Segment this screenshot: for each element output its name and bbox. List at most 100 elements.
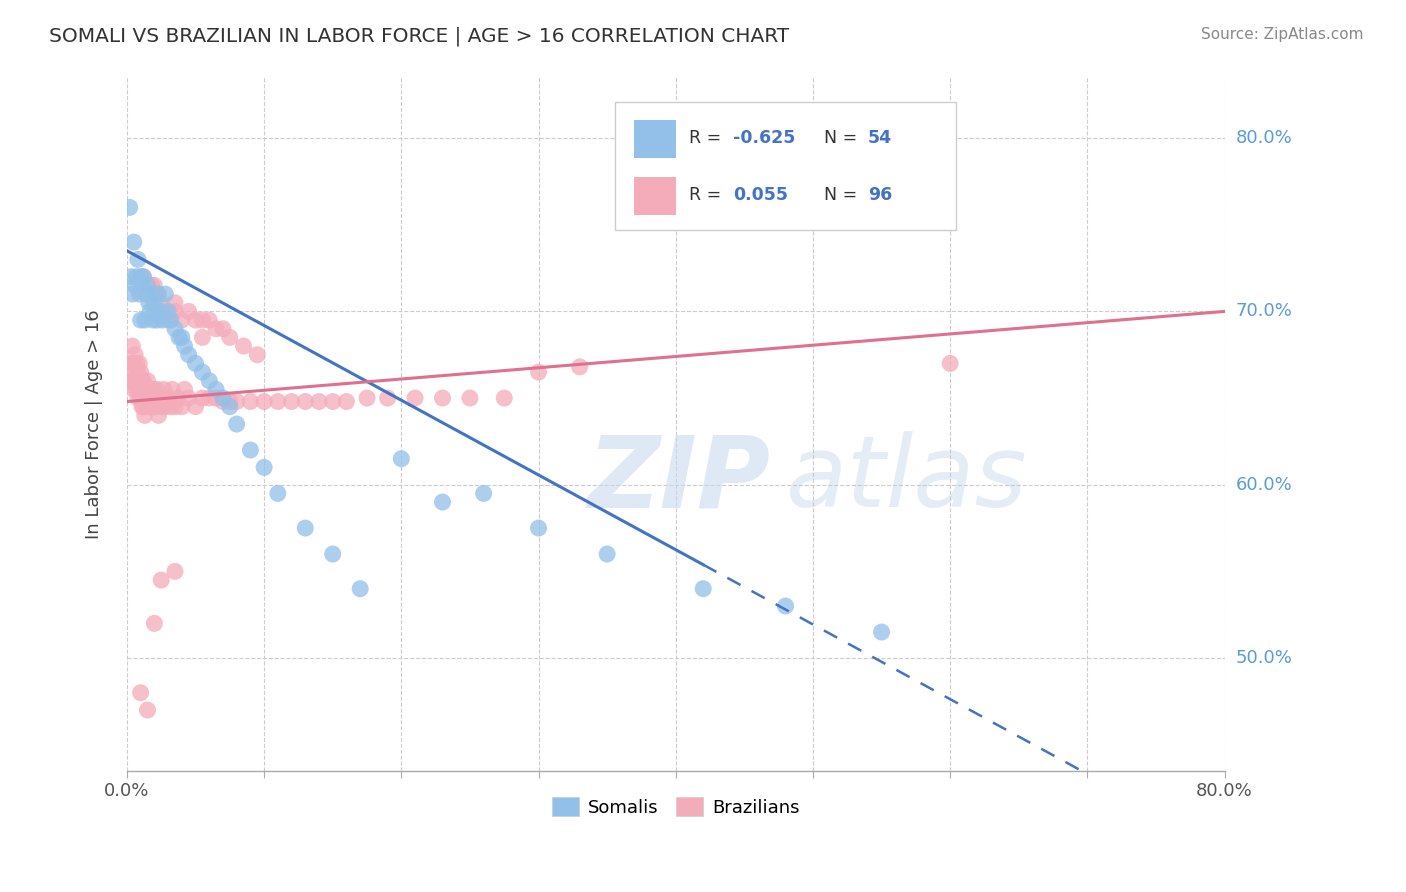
Point (239, 443, 262, 458)
Point (129, 686, 152, 700)
Legend: Somalis, Brazilians: Somalis, Brazilians (544, 790, 807, 824)
Point (218, 400, 240, 414)
Point (128, 383, 150, 397)
Point (163, 565, 186, 579)
Point (163, 295, 186, 310)
Y-axis label: In Labor Force | Age > 16: In Labor Force | Age > 16 (86, 310, 103, 539)
Point (141, 287, 163, 301)
Point (225, 417, 247, 431)
Point (145, 304, 167, 318)
Point (124, 348, 146, 362)
Text: SOMALI VS BRAZILIAN IN LABOR FORCE | AGE > 16 CORRELATION CHART: SOMALI VS BRAZILIAN IN LABOR FORCE | AGE… (49, 27, 789, 46)
Point (205, 322, 228, 336)
Point (191, 365, 214, 379)
Point (191, 330, 214, 344)
Point (308, 394, 330, 409)
Point (294, 394, 316, 409)
Point (134, 313, 156, 327)
Point (146, 287, 169, 301)
Point (129, 313, 152, 327)
Point (135, 400, 157, 414)
Point (122, 356, 145, 370)
Text: 0.055: 0.055 (733, 186, 787, 204)
Point (136, 400, 159, 414)
Point (335, 394, 357, 409)
Point (138, 295, 160, 310)
Point (163, 322, 186, 336)
Text: 96: 96 (868, 186, 891, 204)
Point (146, 313, 169, 327)
Point (142, 383, 165, 397)
Point (170, 400, 193, 414)
Point (135, 287, 157, 301)
Point (135, 391, 157, 405)
Point (432, 391, 454, 405)
Bar (634, 120, 676, 158)
Point (143, 391, 166, 405)
Point (155, 400, 177, 414)
Point (138, 383, 160, 397)
Point (239, 394, 262, 409)
Point (132, 374, 155, 388)
Point (349, 582, 371, 596)
Point (117, 374, 139, 388)
Point (170, 330, 193, 344)
Point (377, 391, 399, 405)
Point (136, 703, 159, 717)
Point (129, 365, 152, 379)
Point (253, 460, 276, 475)
Point (173, 383, 195, 397)
Point (121, 287, 143, 301)
Point (198, 313, 221, 327)
Point (129, 391, 152, 405)
Point (128, 287, 150, 301)
Point (191, 313, 214, 327)
Point (122, 235, 145, 249)
Text: atlas: atlas (786, 431, 1028, 528)
Point (150, 295, 173, 310)
Point (134, 409, 156, 423)
Text: Source: ZipAtlas.com: Source: ZipAtlas.com (1201, 27, 1364, 42)
Point (131, 374, 153, 388)
Point (124, 278, 146, 293)
Point (148, 287, 170, 301)
Point (212, 322, 235, 336)
Point (146, 383, 169, 397)
Point (184, 313, 207, 327)
Point (150, 573, 173, 587)
Point (166, 391, 188, 405)
Point (184, 356, 207, 370)
Bar (634, 177, 676, 215)
Point (212, 394, 235, 409)
Point (218, 330, 240, 344)
Point (157, 313, 180, 327)
Point (142, 313, 165, 327)
Point (939, 356, 962, 370)
Point (118, 201, 141, 215)
Point (125, 383, 148, 397)
Text: 50.0%: 50.0% (1236, 649, 1292, 667)
Point (267, 486, 290, 500)
Point (134, 383, 156, 397)
Point (267, 394, 290, 409)
Point (472, 486, 495, 500)
Point (322, 547, 344, 561)
Text: R =: R = (689, 129, 727, 147)
Point (389, 451, 412, 466)
Point (280, 394, 302, 409)
Point (152, 313, 174, 327)
Text: 80.0%: 80.0% (1236, 129, 1292, 147)
Point (432, 495, 454, 509)
Point (177, 391, 200, 405)
Point (127, 252, 149, 267)
Point (527, 365, 550, 379)
Point (157, 304, 180, 318)
Point (139, 304, 162, 318)
Point (125, 356, 148, 370)
Point (184, 400, 207, 414)
Point (141, 278, 163, 293)
Point (191, 391, 214, 405)
Text: N =: N = (824, 129, 863, 147)
Point (246, 348, 269, 362)
Point (157, 391, 180, 405)
